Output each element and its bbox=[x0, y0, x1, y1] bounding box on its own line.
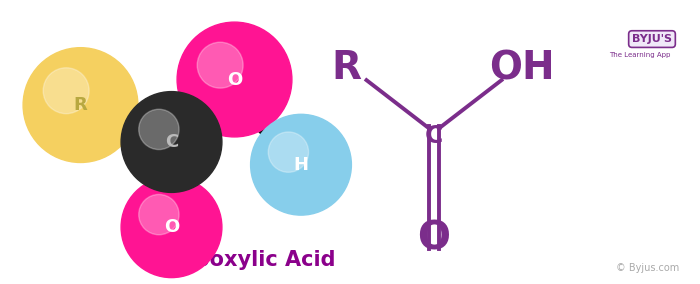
Text: C: C bbox=[425, 124, 443, 148]
Text: R: R bbox=[332, 49, 361, 87]
Circle shape bbox=[139, 109, 179, 150]
Circle shape bbox=[121, 177, 222, 277]
Text: The Learning App: The Learning App bbox=[608, 52, 670, 58]
Text: Carboxylic Acid: Carboxylic Acid bbox=[155, 250, 335, 270]
Text: O: O bbox=[417, 220, 451, 258]
Circle shape bbox=[23, 48, 138, 162]
Circle shape bbox=[121, 92, 222, 192]
Circle shape bbox=[177, 22, 292, 137]
Text: R: R bbox=[74, 96, 88, 114]
Text: OH: OH bbox=[489, 49, 554, 87]
Text: © Byjus.com: © Byjus.com bbox=[616, 263, 679, 273]
Circle shape bbox=[139, 195, 179, 235]
Circle shape bbox=[251, 114, 351, 215]
Text: O: O bbox=[227, 70, 242, 89]
Text: H: H bbox=[293, 156, 309, 174]
Circle shape bbox=[268, 132, 309, 172]
Text: BYJU'S: BYJU'S bbox=[632, 34, 672, 44]
Circle shape bbox=[43, 68, 89, 114]
Text: O: O bbox=[164, 218, 179, 236]
Circle shape bbox=[197, 42, 243, 88]
Text: C: C bbox=[165, 133, 178, 151]
